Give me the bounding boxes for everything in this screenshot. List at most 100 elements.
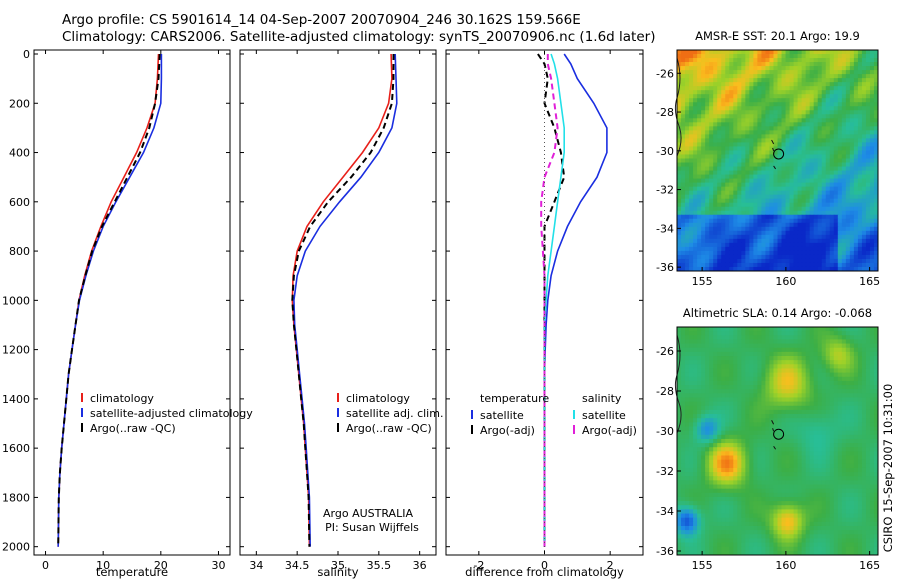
map-cell (829, 62, 835, 67)
map-cell (745, 351, 750, 357)
map-cell (793, 62, 799, 67)
map-cell (845, 463, 851, 469)
map-cell (813, 182, 819, 188)
map-cell (677, 434, 682, 440)
map-cell (713, 78, 718, 83)
map-cell (685, 54, 690, 59)
map-cell (817, 343, 823, 349)
map-cell (817, 134, 823, 139)
map-cell (681, 262, 686, 268)
map-cell (677, 218, 682, 224)
map-cell (753, 174, 758, 180)
map-cell (701, 58, 706, 63)
map-cell (849, 66, 855, 71)
map-cell (825, 467, 831, 473)
map-cell (765, 459, 771, 465)
map-cell (693, 62, 698, 67)
map-cell (801, 138, 807, 144)
map-cell (773, 360, 779, 365)
map-cell (813, 202, 819, 208)
map-cell (737, 146, 742, 152)
map-cell (765, 376, 771, 382)
map-cell (789, 134, 795, 139)
map-cell (821, 418, 827, 423)
map-cell (801, 170, 807, 176)
map-cell (849, 246, 855, 252)
map-cell (757, 126, 763, 131)
map-cell (729, 166, 734, 172)
map-cell (701, 150, 706, 156)
map-cell (737, 380, 742, 386)
map-cell (717, 170, 722, 176)
map-cell (809, 134, 815, 139)
map-cell (725, 492, 730, 498)
map-cell (721, 154, 726, 160)
map-cell (865, 66, 871, 71)
map-cell (789, 78, 795, 83)
map-cell (701, 174, 706, 180)
map-cell (797, 62, 803, 67)
map-cell (769, 214, 775, 220)
map-cell (749, 170, 754, 176)
map-cell (681, 434, 686, 440)
float-position-marker (773, 148, 785, 160)
map-cell (841, 62, 847, 67)
map-cell (833, 94, 839, 99)
map-cell (821, 242, 827, 248)
map-cell (809, 492, 815, 498)
map-cell (693, 138, 698, 144)
map-cell (709, 463, 714, 469)
map-cell (733, 134, 738, 139)
map-cell (769, 443, 775, 448)
map-cell (745, 170, 750, 176)
map-cell (701, 130, 706, 135)
map-cell (761, 360, 767, 365)
map-cell (805, 455, 811, 461)
map-cell (713, 343, 718, 349)
map-cell (729, 368, 734, 374)
map-cell (817, 138, 823, 144)
map-cell (805, 484, 811, 490)
map-cell (873, 218, 878, 224)
map-cell (689, 138, 694, 144)
map-cell (681, 254, 686, 260)
map-cell (797, 82, 803, 87)
map-cell (701, 434, 706, 440)
map-cell (825, 198, 831, 204)
map-cell (733, 126, 738, 131)
map-cell (685, 202, 690, 208)
map-cell (753, 385, 758, 390)
map-cell (817, 178, 823, 184)
map-cell (873, 422, 878, 428)
map-cell (733, 214, 738, 220)
map-cell (717, 327, 722, 332)
map-cell (681, 443, 686, 448)
map-cell (761, 110, 767, 115)
map-cell (789, 434, 795, 440)
map-cell (705, 174, 710, 180)
map-cell (809, 372, 815, 378)
map-cell (853, 492, 859, 498)
map-cell (773, 246, 779, 252)
map-cell (761, 376, 767, 382)
map-cell (845, 82, 851, 87)
map-cell (753, 343, 758, 349)
map-cell (825, 214, 831, 220)
map-cell (725, 150, 730, 156)
map-cell (701, 242, 706, 248)
map-cell (841, 347, 847, 353)
map-cell (721, 166, 726, 172)
map-cell (745, 250, 750, 256)
map-cell (757, 198, 763, 204)
map-cell (829, 142, 835, 148)
map-cell (717, 154, 722, 160)
map-cell (829, 335, 835, 341)
map-cell (793, 154, 799, 160)
map-cell (697, 126, 702, 131)
map-cell (833, 238, 839, 244)
map-cell (725, 114, 730, 119)
map-cell (725, 327, 730, 332)
map-cell (825, 90, 831, 95)
map-cell (797, 250, 803, 256)
map-cell (725, 210, 730, 216)
